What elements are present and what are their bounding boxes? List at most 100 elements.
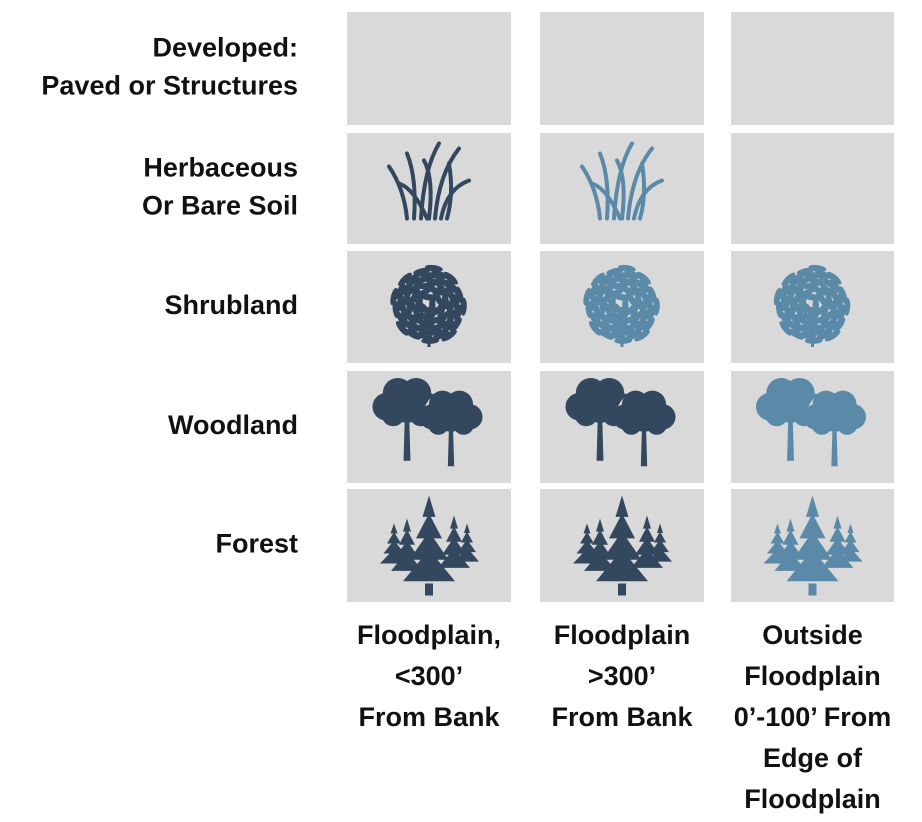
shrub-leaf (432, 320, 449, 332)
grass-blade (387, 164, 409, 221)
shrub-leaf (425, 316, 443, 325)
column-label: From Bank (358, 702, 500, 732)
shrub-leaf (843, 297, 851, 316)
pine (391, 518, 423, 571)
shrub-leaf (405, 310, 417, 326)
pine-trunk (808, 583, 817, 596)
shrub-leaf (409, 288, 421, 305)
shrub-leaf (606, 267, 624, 276)
pine (631, 515, 663, 568)
shrub-leaf (405, 272, 421, 284)
tree-trunk (588, 409, 612, 461)
shrub-leaf (625, 320, 642, 332)
shrub-leaf (794, 302, 804, 320)
shrub-leaf (786, 319, 801, 333)
grass-blade (433, 146, 461, 221)
shrub-leaf (437, 310, 450, 325)
shrub-leaf (785, 288, 795, 307)
shrub-leaf (431, 270, 449, 279)
shrub-leaf (793, 288, 804, 305)
shrub-leaf (594, 280, 607, 296)
shrub-leaf (814, 270, 832, 279)
shrub-leaf (401, 280, 414, 296)
shrub-leaf (781, 272, 796, 286)
shrub-leaf (604, 324, 621, 334)
pine (821, 515, 854, 568)
shrub-leaf (824, 320, 839, 334)
shrub-leaf (607, 288, 625, 299)
shrub-leaf (604, 314, 620, 326)
grass-blade (445, 161, 454, 221)
shrub-leaf (585, 300, 593, 319)
shrub-leaf (647, 304, 656, 323)
icon (756, 377, 866, 467)
shrub-leaf (403, 319, 418, 333)
shrub-leaf (596, 319, 611, 333)
shrub-leaf (625, 291, 637, 307)
shrub-leaf (620, 285, 637, 296)
tree-crown (811, 413, 833, 435)
shrub-leaf (791, 281, 807, 295)
shrub-leaf (779, 282, 789, 300)
shrub-leaf (796, 267, 815, 276)
shrub-leaf (589, 311, 600, 328)
shrub-leaf (421, 337, 440, 344)
column-label: Floodplain (554, 620, 690, 650)
shrub-leaf (818, 276, 835, 288)
shrub-leaf (825, 330, 841, 342)
shrub-leaf (837, 304, 846, 323)
shrub-leaf (414, 288, 432, 299)
shrub-leaf (794, 314, 810, 326)
shrub-leaf (829, 309, 840, 326)
icon (580, 141, 664, 221)
tree-trunk (440, 419, 462, 467)
column-label: From Bank (551, 702, 693, 732)
cell (540, 12, 704, 125)
shrub-leaf (441, 330, 457, 342)
shrub-leaf (804, 337, 823, 344)
shrub-leaf (808, 264, 827, 272)
shrub-leaf (412, 276, 430, 285)
icon (773, 264, 851, 347)
shrub-leaf (395, 321, 409, 336)
pine-trunk (618, 583, 626, 596)
shrub-leaf (413, 267, 431, 276)
shrub-leaf (446, 279, 459, 294)
shrub-leaf (411, 302, 421, 320)
tree-crown (836, 413, 858, 435)
shrub-leaf (619, 306, 635, 319)
grass-blade (638, 161, 647, 221)
tree-crown (453, 413, 475, 435)
icon (583, 264, 660, 347)
shrub-leaf (427, 285, 444, 296)
shrub-leaf (450, 317, 462, 333)
shrub-leaf (455, 286, 464, 304)
tree-crown (381, 403, 405, 427)
shrub-leaf (441, 320, 456, 334)
column-label: >300’ (588, 661, 656, 691)
shrub-leaf (411, 324, 428, 334)
shrub-leaf (785, 280, 798, 296)
icon (565, 377, 676, 467)
shrub-leaf (454, 304, 463, 323)
shrub-leaf (408, 281, 423, 295)
grass-blade (580, 164, 602, 221)
row-label: Developed: (152, 33, 298, 63)
shrub-leaf (815, 331, 833, 340)
cell (347, 12, 511, 125)
shrub-leaf (605, 276, 623, 285)
row-label: Herbaceous (143, 153, 298, 183)
shrub-leaf (598, 310, 610, 326)
grass-blade (598, 151, 610, 221)
shrub-leaf (630, 310, 643, 325)
shrub-leaf (411, 314, 427, 326)
row-label: Woodland (168, 410, 298, 440)
shrub-leaf (601, 281, 616, 295)
shrub-leaf (436, 283, 450, 297)
shrub-leaf (816, 291, 828, 307)
shrub-leaf (591, 272, 605, 286)
shrub-leaf (648, 286, 657, 304)
shrub-leaf (628, 276, 644, 288)
shrub-leaf (435, 276, 451, 288)
shrub-leaf (588, 321, 602, 336)
